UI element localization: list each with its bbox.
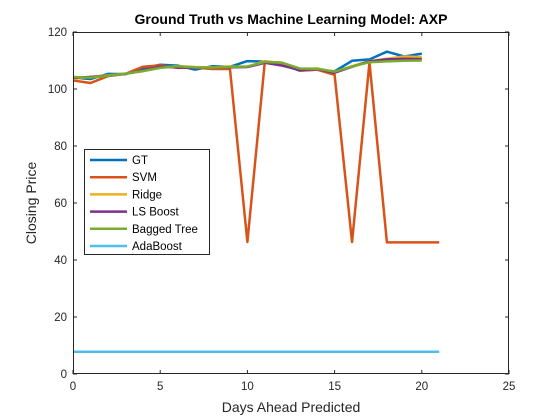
- tick-labels: 0 5 10 15 20 25 0 20 40 60 80 100 120: [48, 27, 516, 393]
- x-tick-label: 0: [70, 381, 76, 393]
- y-tick-label: 120: [48, 27, 67, 39]
- x-tick-label: 20: [415, 381, 428, 393]
- legend-label: Bagged Tree: [132, 224, 198, 236]
- legend-label: GT: [132, 155, 148, 167]
- legend-label: Ridge: [132, 189, 162, 201]
- y-tick-label: 20: [54, 312, 67, 324]
- axes-box: [73, 32, 509, 374]
- series-line-svm: [72, 60, 440, 244]
- legend-box: [84, 149, 210, 255]
- chart-title: Ground Truth vs Machine Learning Model: …: [135, 11, 448, 27]
- series-lines: [72, 50, 440, 354]
- legend-label: LS Boost: [132, 207, 179, 219]
- x-tick-label: 15: [328, 381, 341, 393]
- y-axis-title: Closing Price: [23, 162, 39, 245]
- y-tick-label: 80: [54, 141, 67, 153]
- legend-label: SVM: [132, 172, 157, 184]
- y-tick-label: 0: [61, 369, 67, 381]
- y-tick-label: 100: [48, 84, 67, 96]
- x-tick-label: 10: [241, 381, 254, 393]
- x-tick-label: 25: [503, 381, 516, 393]
- y-tick-label: 40: [54, 255, 67, 267]
- legend: GT SVM Ridge LS Boost Bagged Tree AdaBoost: [84, 149, 210, 255]
- legend-label: AdaBoost: [132, 241, 183, 253]
- x-tick-label: 5: [157, 381, 163, 393]
- series-line-bagged-tree: [72, 59, 422, 79]
- y-tick-label: 60: [54, 198, 67, 210]
- x-axis-title: Days Ahead Predicted: [222, 399, 361, 415]
